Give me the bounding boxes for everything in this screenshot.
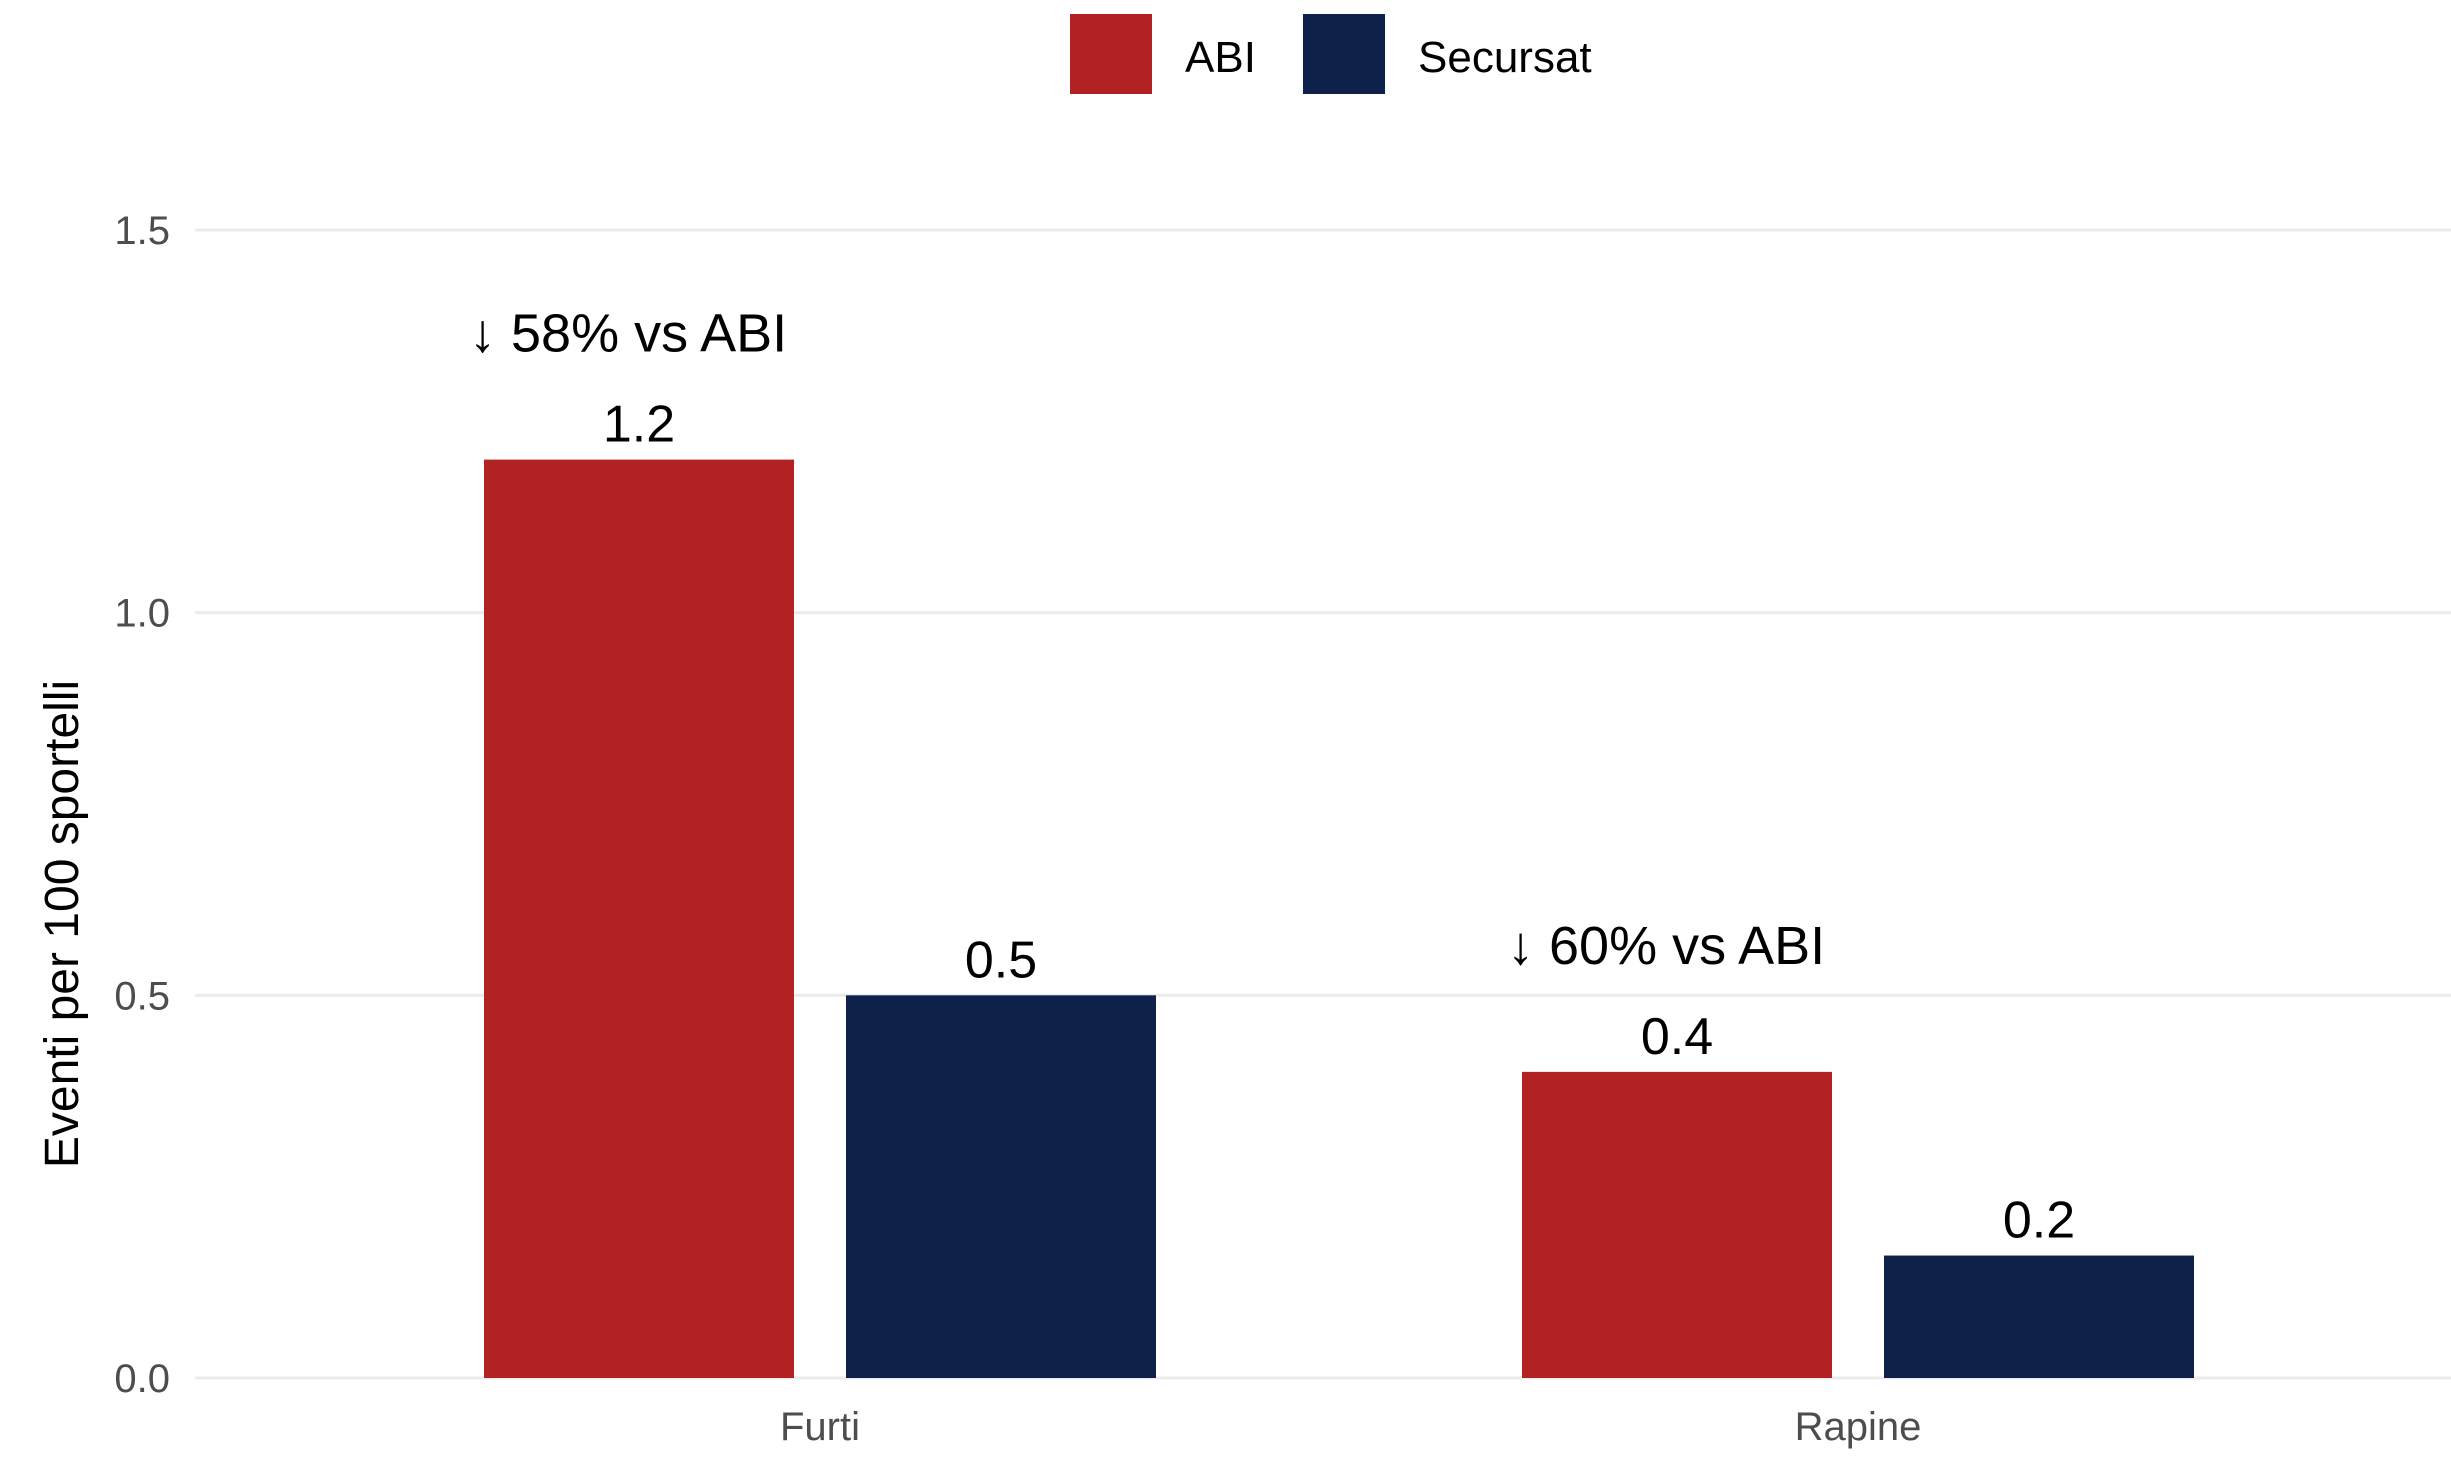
value-labels: 1.2 0.5 0.4 0.2 xyxy=(603,396,2075,1250)
legend-label: Secursat xyxy=(1418,33,1592,82)
legend-swatch xyxy=(1070,14,1152,94)
legend-swatch xyxy=(1303,14,1385,94)
bar-abi-furti xyxy=(484,459,794,1379)
y-tick-label: 0.5 xyxy=(114,974,170,1018)
y-tick-label: 0.0 xyxy=(114,1357,170,1401)
bar-secursat-rapine xyxy=(1884,1255,2194,1378)
y-tick-label: 1.5 xyxy=(114,209,170,253)
y-tick-label: 1.0 xyxy=(114,592,170,636)
annotations: ↓ 58% vs ABI ↓ 60% vs ABI xyxy=(469,304,1825,976)
data-label: 0.2 xyxy=(2003,1192,2075,1250)
annotation-label: ↓ 58% vs ABI xyxy=(469,304,787,364)
legend: ABI Secursat xyxy=(1070,14,1592,94)
x-category-label: Rapine xyxy=(1795,1405,1922,1449)
data-label: 0.4 xyxy=(1641,1008,1713,1066)
legend-label: ABI xyxy=(1185,33,1256,82)
y-axis-ticks: 0.0 0.5 1.0 1.5 xyxy=(114,209,170,1401)
bar-secursat-furti xyxy=(846,995,1156,1378)
x-axis-categories: Furti Rapine xyxy=(780,1405,1921,1449)
data-label: 0.5 xyxy=(965,931,1037,989)
y-axis-title: Eventi per 100 sportelli xyxy=(36,680,89,1168)
bar-abi-rapine xyxy=(1522,1071,1832,1378)
x-category-label: Furti xyxy=(780,1405,860,1449)
annotation-label: ↓ 60% vs ABI xyxy=(1507,916,1825,976)
bars xyxy=(484,459,2194,1379)
data-label: 1.2 xyxy=(603,396,675,454)
